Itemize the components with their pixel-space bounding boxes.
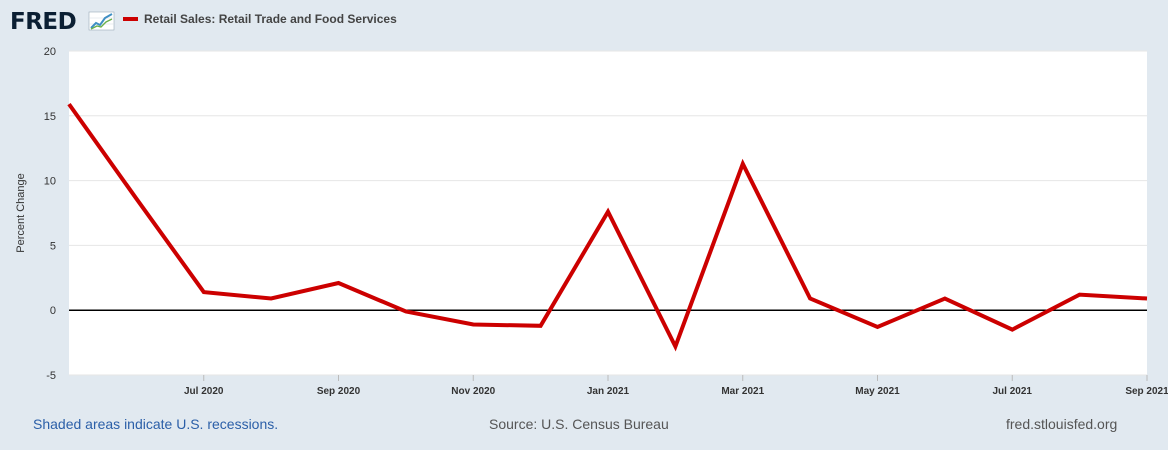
x-tick-label: Jan 2021 — [587, 386, 630, 397]
legend[interactable]: Retail Sales: Retail Trade and Food Serv… — [123, 12, 397, 26]
site-link[interactable]: fred.stlouisfed.org — [1006, 416, 1118, 432]
y-tick-label: 5 — [50, 240, 56, 252]
y-tick-label: 0 — [50, 305, 56, 317]
fred-logo-graph-icon — [88, 11, 115, 31]
x-tick-label: Sep 2020 — [317, 386, 361, 397]
y-axis-ticks: -5 0 5 10 15 20 — [44, 46, 56, 382]
y-tick-label: -5 — [46, 370, 56, 382]
recessions-note[interactable]: Shaded areas indicate U.S. recessions. — [33, 416, 279, 432]
y-tick-label: 10 — [44, 176, 56, 188]
x-tick-label: May 2021 — [855, 386, 900, 397]
y-tick-label: 15 — [44, 111, 56, 123]
legend-series-label: Retail Sales: Retail Trade and Food Serv… — [144, 12, 397, 26]
y-tick-label: 20 — [44, 46, 56, 58]
x-tick-label: Jul 2020 — [184, 386, 224, 397]
series-layer[interactable] — [67, 102, 1148, 352]
x-tick-label: Mar 2021 — [721, 386, 764, 397]
x-tick-label: Jul 2021 — [993, 386, 1033, 397]
y-axis-title: Percent Change — [15, 173, 27, 253]
x-axis-ticks: Jul 2020 Sep 2020 Nov 2020 Jan 2021 Mar 2021… — [184, 375, 1168, 397]
x-tick-label: Nov 2020 — [451, 386, 495, 397]
source-note: Source: U.S. Census Bureau — [489, 416, 669, 432]
fred-logo[interactable]: FRED — [10, 9, 115, 35]
fred-logo-text: FRED — [10, 9, 76, 35]
x-tick-label: Sep 2021 — [1125, 386, 1168, 397]
